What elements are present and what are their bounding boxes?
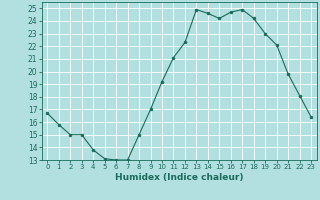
X-axis label: Humidex (Indice chaleur): Humidex (Indice chaleur): [115, 173, 244, 182]
